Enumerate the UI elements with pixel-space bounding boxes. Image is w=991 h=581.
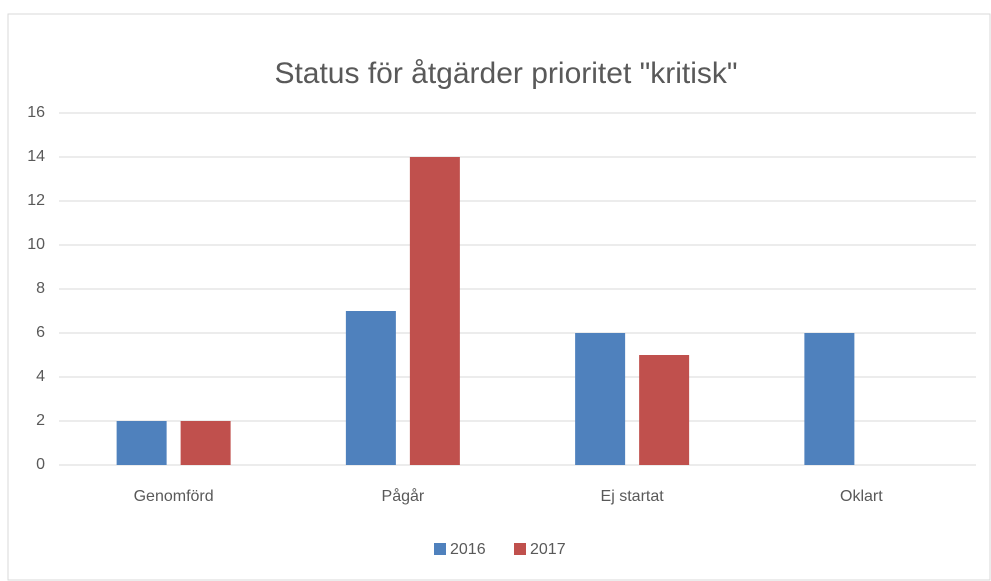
legend-swatch [514, 543, 526, 555]
y-tick-label: 4 [36, 368, 45, 385]
x-tick-label: Ej startat [601, 488, 665, 505]
x-tick-label: Genomförd [134, 488, 214, 505]
chart-border [7, 13, 991, 581]
bar [409, 157, 460, 465]
y-tick-label: 10 [27, 236, 45, 253]
y-tick-label: 16 [27, 104, 45, 121]
bar [180, 421, 231, 465]
bar [804, 333, 855, 465]
y-tick-label: 6 [36, 324, 45, 341]
y-tick-label: 14 [27, 148, 45, 165]
bar [345, 311, 396, 465]
bar [575, 333, 626, 465]
legend-label: 2017 [530, 541, 566, 558]
bar [116, 421, 167, 465]
y-tick-label: 2 [36, 412, 45, 429]
y-tick-label: 12 [27, 192, 45, 209]
chart-title: Status för åtgärder prioritet "kritisk" [274, 57, 737, 90]
bar [639, 355, 690, 465]
legend-swatch [434, 543, 446, 555]
legend-label: 2016 [450, 541, 486, 558]
y-tick-label: 8 [36, 280, 45, 297]
y-tick-label: 0 [36, 456, 45, 473]
x-tick-label: Pågår [382, 487, 425, 505]
x-tick-label: Oklart [840, 488, 883, 505]
